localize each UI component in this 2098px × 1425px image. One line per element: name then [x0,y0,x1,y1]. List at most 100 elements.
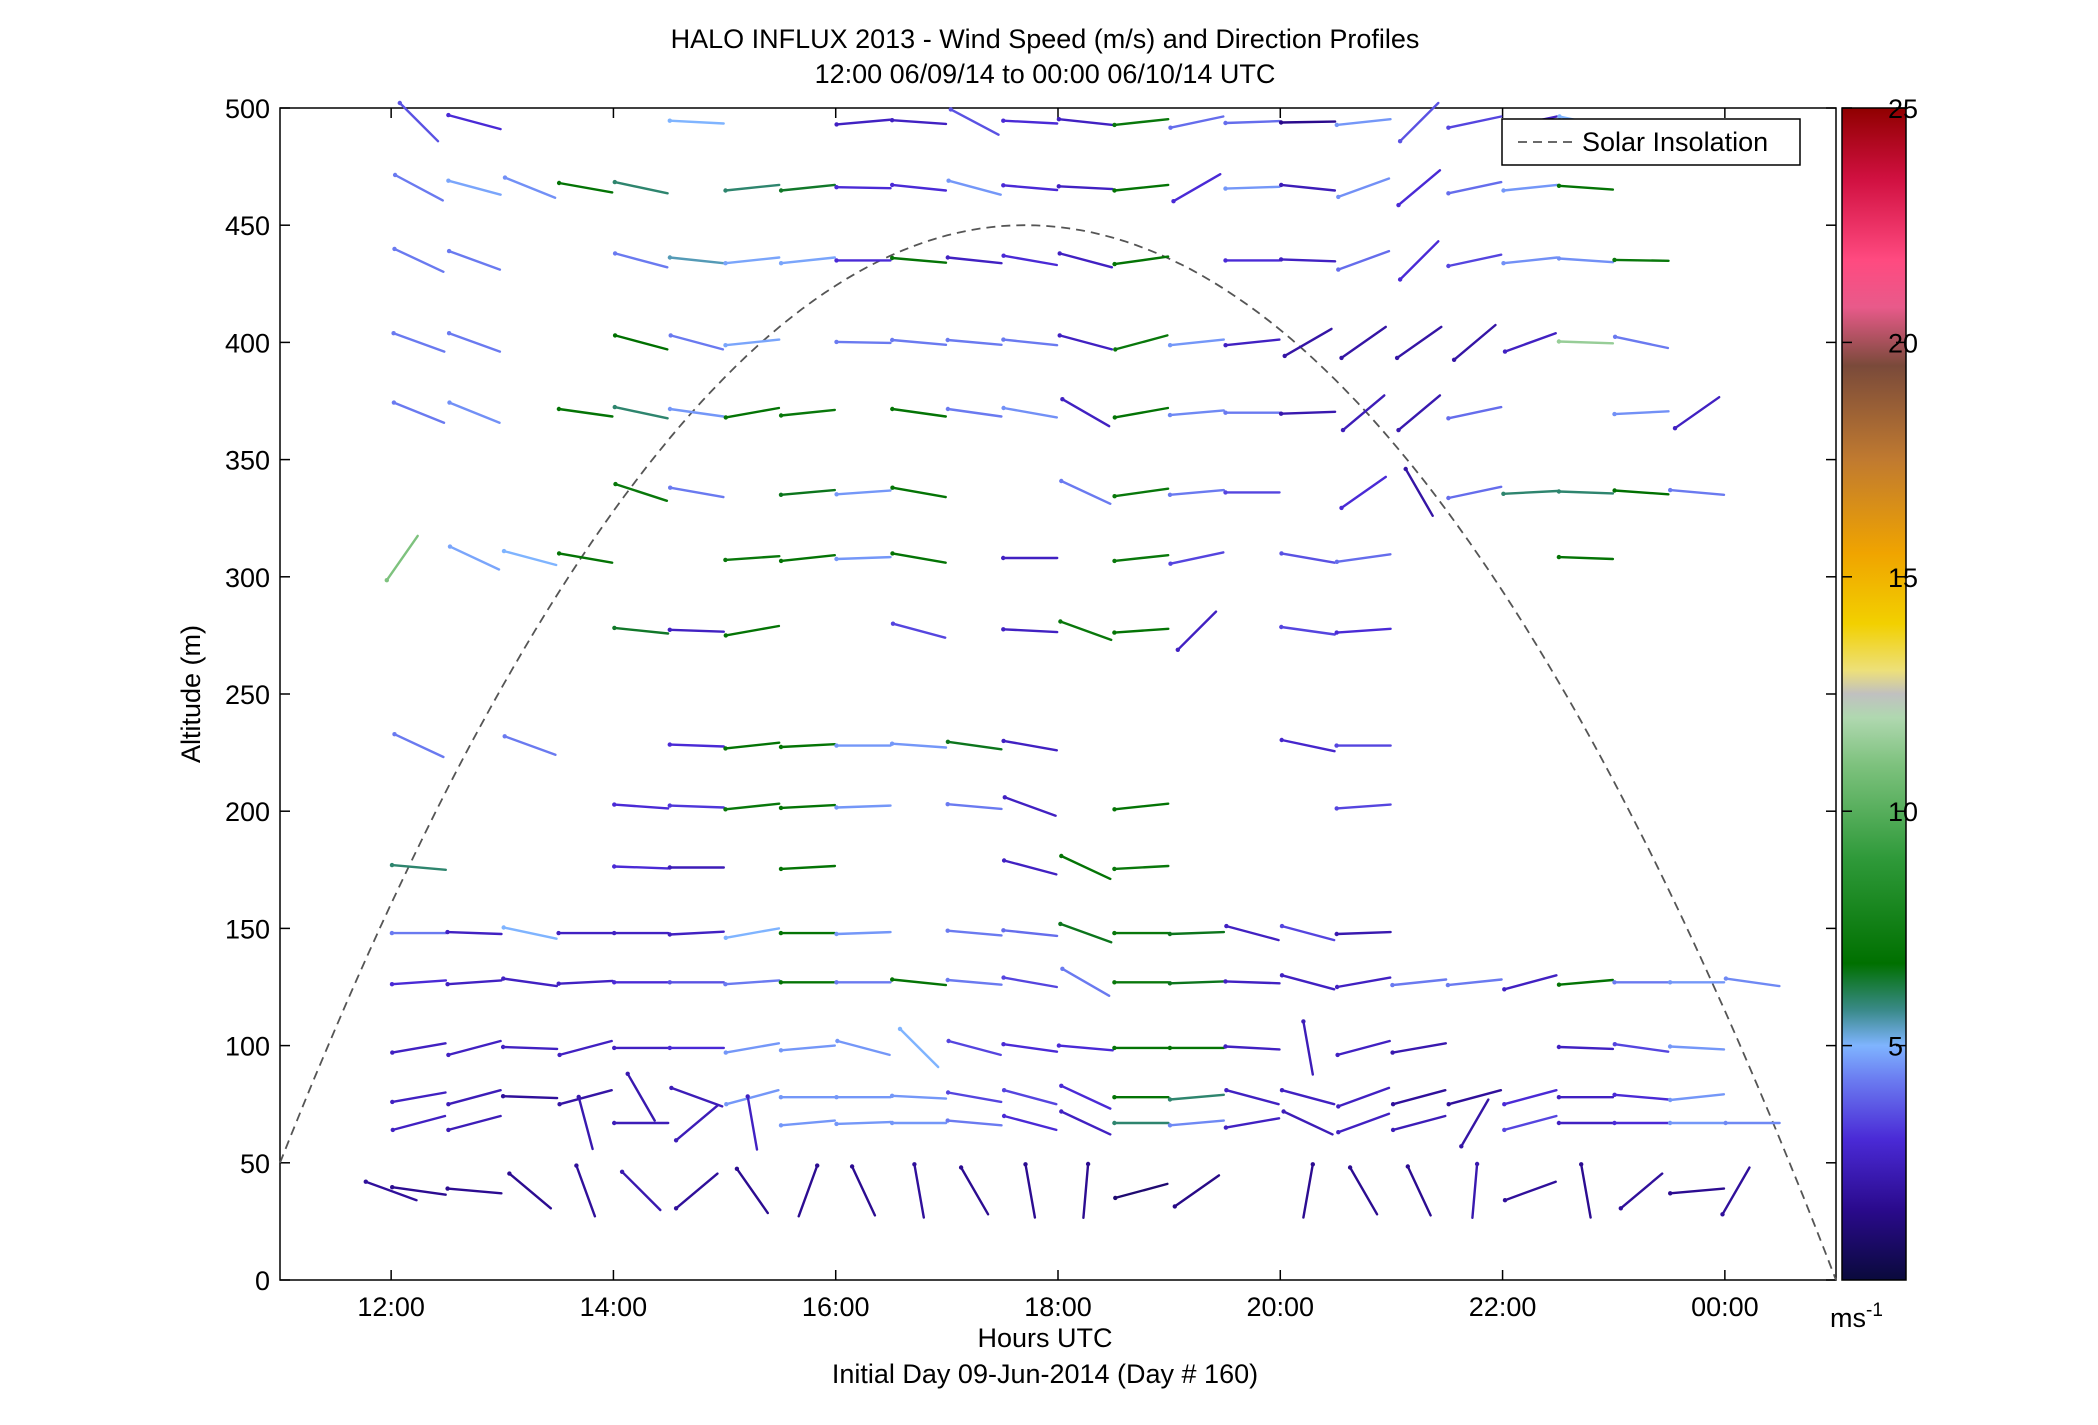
wind-barb [392,401,446,424]
wind-barb [446,979,503,986]
wind-barb [1398,240,1440,281]
wind-barb [1398,101,1440,143]
wind-barb [1452,323,1497,361]
wind-barb-origin [1001,253,1006,258]
x-tick-label: 16:00 [802,1292,870,1322]
wind-barb [668,256,725,265]
wind-barb [779,408,836,417]
wind-barb [1113,255,1170,266]
wind-barb [1391,1088,1447,1106]
wind-barb [502,926,558,940]
wind-barb [959,1166,990,1216]
wind-barb-origin [1112,1045,1117,1051]
wind-barb [891,256,948,264]
wind-barb-origin [1612,488,1617,493]
wind-barb-origin [1112,1095,1117,1100]
colorbar-scale [1841,107,1907,1281]
wind-barb [1061,398,1111,428]
wind-barb [447,1088,502,1106]
wind-barb-origin [1334,630,1339,635]
wind-barb-origin [890,485,895,490]
wind-barb-origin [945,739,951,744]
wind-barb-origin [1112,630,1117,635]
wind-barb [1503,1180,1557,1202]
wind-barb [1002,859,1058,876]
wind-barb [779,803,837,810]
wind-barb [835,489,892,496]
wind-barb-origin [1723,1120,1728,1126]
wind-barb-origin [1336,1104,1341,1109]
wind-barb-origin [1501,261,1506,266]
wind-barb [1557,257,1615,264]
wind-barb-origin [446,1052,451,1058]
wind-barb [1335,976,1392,989]
wind-barb [1613,410,1670,416]
wind-barb-origin [501,976,506,981]
wind-barb [779,488,836,496]
wind-barb-origin [945,1090,951,1095]
wind-barb-origin [1405,1164,1411,1169]
wind-barb-origin [447,400,452,405]
wind-barb-origin [723,557,728,563]
wind-barb-origin [1167,1045,1173,1051]
wind-barb [724,1042,781,1054]
wind-barb-origin [945,977,950,983]
wind-barb-origin [1446,191,1451,196]
colorbar-ticks: 5 10 15 20 25 [1842,94,1918,1062]
wind-barb-origin [389,982,395,987]
wind-barb-origin [1396,202,1401,208]
wind-barb-origin [834,743,839,748]
wind-barb [835,555,892,561]
wind-barb-origin [1334,559,1340,564]
wind-barb [946,338,1003,346]
wind-barb [448,545,501,571]
wind-barb [1557,555,1615,561]
wind-barb [1224,1045,1281,1051]
wind-barb [1059,922,1113,944]
wind-barb-origin [1223,490,1228,495]
wind-barb [1169,551,1225,565]
wind-barb [1283,327,1333,358]
wind-barb [1391,1114,1447,1132]
wind-barb [670,1086,724,1108]
wind-barb-origin [1281,1109,1286,1114]
wind-barb [393,733,445,759]
y-tick-label: 0 [255,1266,270,1296]
wind-barb [1168,338,1226,347]
wind-barb-origin [834,980,839,985]
wind-barb [557,181,614,194]
wind-barb-origin [557,1052,562,1058]
wind-barb [946,740,1003,751]
x-tick-label: 12:00 [357,1292,425,1322]
wind-barb [1280,625,1337,636]
wind-barb-origin [889,118,895,123]
wind-barb [1302,1163,1315,1219]
wind-barb-origin [834,805,839,810]
wind-barb [1668,1045,1726,1051]
wind-barb-origin [667,803,672,808]
wind-barb [1557,184,1615,191]
wind-barb [1668,488,1726,496]
wind-barb [724,979,781,986]
solar-insolation-curve [279,224,1837,1281]
wind-barb [1176,610,1218,651]
wind-barb [613,252,669,269]
wind-barb [447,113,502,131]
wind-barb [558,1039,613,1057]
wind-barb-origin [1556,489,1562,494]
wind-barb [1668,1187,1726,1195]
wind-barb [724,802,781,811]
wind-barb-origin [1001,183,1006,188]
wind-barb [448,401,501,424]
wind-barb [1113,406,1170,419]
wind-barb-origin [612,1045,617,1051]
wind-barb-origin [734,1166,740,1172]
wind-barb [1724,977,1781,988]
wind-barb [557,552,614,564]
wind-barb-origin [1612,411,1617,417]
wind-barb-origin [1001,928,1006,933]
wind-barb [1169,115,1225,129]
colorbar-tick-label: 5 [1888,1032,1903,1062]
wind-barb [1061,967,1111,997]
wind-barb [850,1165,877,1217]
